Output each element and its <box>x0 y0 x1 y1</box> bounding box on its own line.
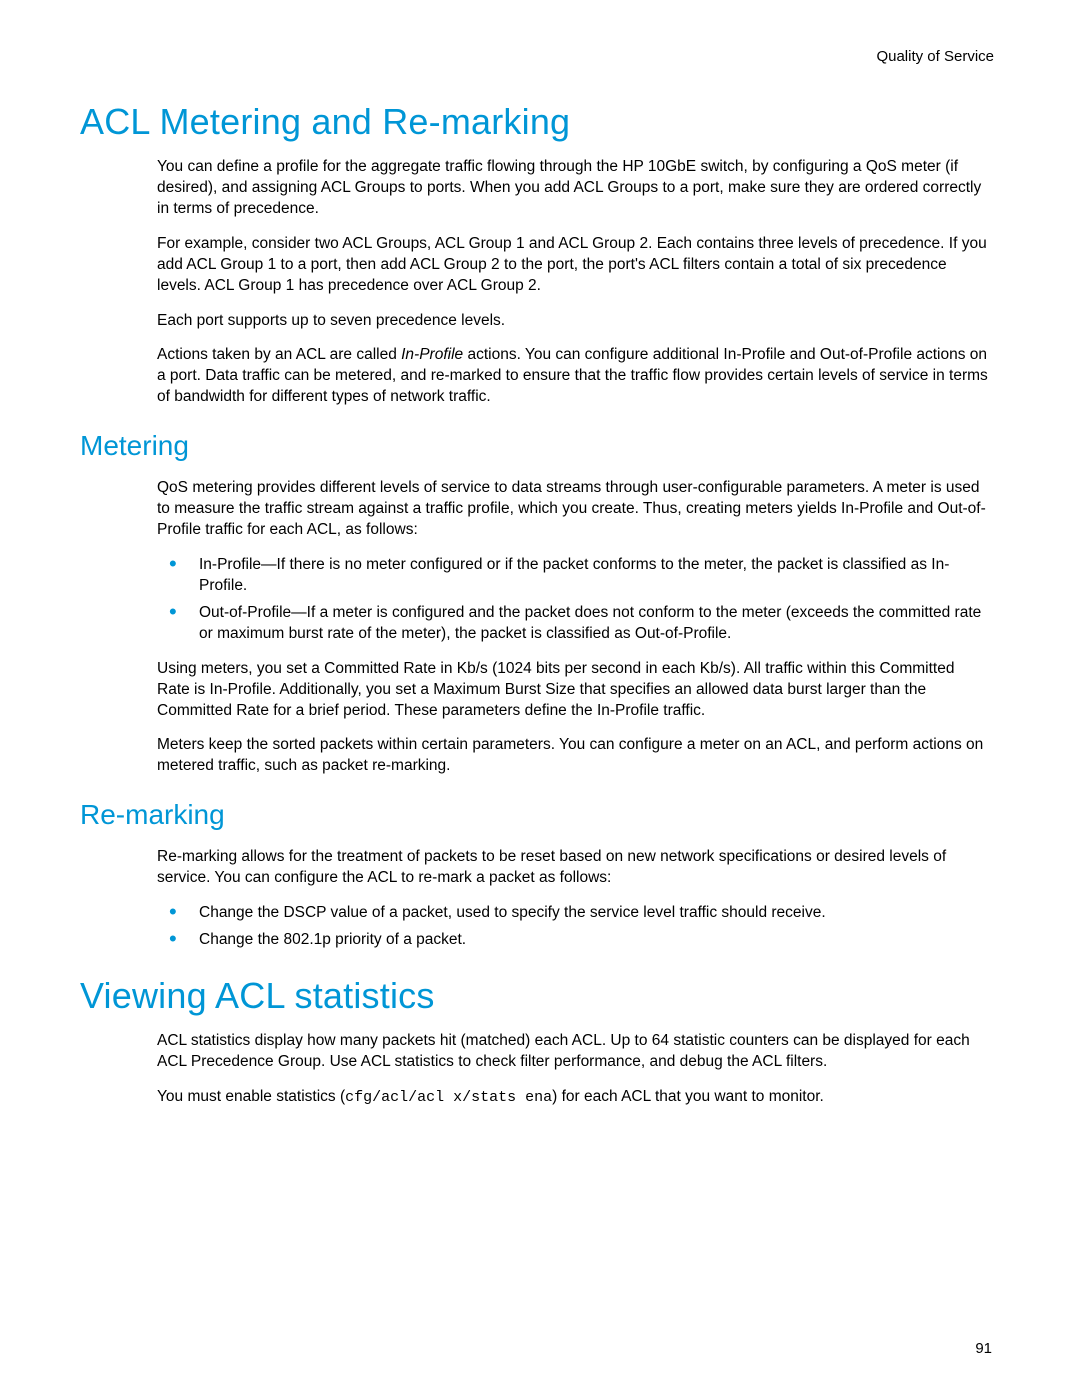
paragraph: Each port supports up to seven precedenc… <box>157 311 990 332</box>
heading-metering: Metering <box>80 430 1000 462</box>
text-run: ) for each ACL that you want to monitor. <box>552 1088 824 1105</box>
list-item: Change the DSCP value of a packet, used … <box>157 903 990 924</box>
running-header: Quality of Service <box>80 48 994 65</box>
paragraph: Actions taken by an ACL are called In-Pr… <box>157 345 990 408</box>
heading-viewing-acl-statistics: Viewing ACL statistics <box>80 975 1000 1017</box>
section-1-body: You can define a profile for the aggrega… <box>157 157 990 408</box>
list-item: Change the 802.1p priority of a packet. <box>157 930 990 951</box>
inline-code: cfg/acl/acl x/stats ena <box>345 1089 552 1106</box>
paragraph: QoS metering provides different levels o… <box>157 478 990 541</box>
heading-remarking: Re-marking <box>80 799 1000 831</box>
paragraph: Meters keep the sorted packets within ce… <box>157 735 990 777</box>
text-run: You must enable statistics ( <box>157 1088 345 1105</box>
bullet-list: Change the DSCP value of a packet, used … <box>157 903 990 951</box>
text-run: Actions taken by an ACL are called <box>157 346 401 363</box>
heading-acl-metering-remarking: ACL Metering and Re-marking <box>80 101 1000 143</box>
page-number: 91 <box>975 1340 992 1357</box>
section-4-body: ACL statistics display how many packets … <box>157 1031 990 1108</box>
paragraph: You can define a profile for the aggrega… <box>157 157 990 220</box>
list-item: Out-of-Profile—If a meter is configured … <box>157 603 990 645</box>
list-item: In-Profile—If there is no meter configur… <box>157 555 990 597</box>
paragraph: For example, consider two ACL Groups, AC… <box>157 234 990 297</box>
paragraph: Using meters, you set a Committed Rate i… <box>157 659 990 722</box>
bullet-list: In-Profile—If there is no meter configur… <box>157 555 990 645</box>
italic-term: In-Profile <box>401 346 463 363</box>
paragraph: ACL statistics display how many packets … <box>157 1031 990 1073</box>
section-3-body: Re-marking allows for the treatment of p… <box>157 847 990 951</box>
paragraph: Re-marking allows for the treatment of p… <box>157 847 990 889</box>
paragraph: You must enable statistics (cfg/acl/acl … <box>157 1087 990 1108</box>
section-2-body: QoS metering provides different levels o… <box>157 478 990 777</box>
